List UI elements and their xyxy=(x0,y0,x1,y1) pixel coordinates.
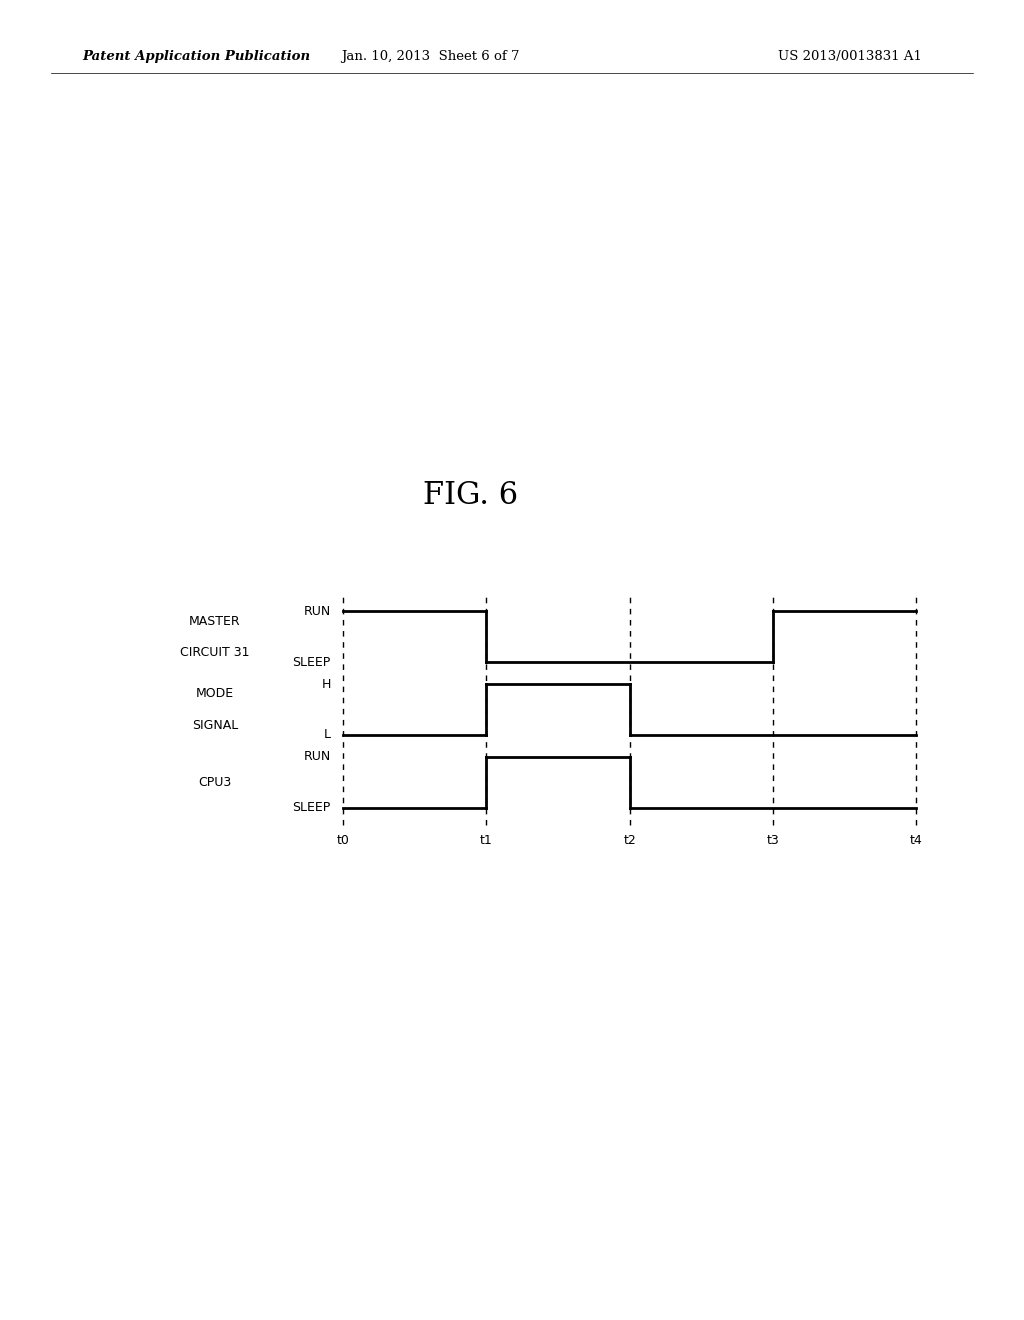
Text: MASTER: MASTER xyxy=(189,615,241,627)
Text: RUN: RUN xyxy=(303,605,331,618)
Text: SLEEP: SLEEP xyxy=(293,656,331,669)
Text: CIRCUIT 31: CIRCUIT 31 xyxy=(180,647,250,659)
Text: FIG. 6: FIG. 6 xyxy=(424,479,518,511)
Text: MODE: MODE xyxy=(196,688,234,700)
Text: t0: t0 xyxy=(337,834,349,847)
Text: US 2013/0013831 A1: US 2013/0013831 A1 xyxy=(778,50,923,63)
Text: t4: t4 xyxy=(910,834,923,847)
Text: Patent Application Publication: Patent Application Publication xyxy=(82,50,310,63)
Text: SIGNAL: SIGNAL xyxy=(191,719,239,731)
Text: RUN: RUN xyxy=(303,750,331,763)
Text: L: L xyxy=(324,729,331,742)
Text: Jan. 10, 2013  Sheet 6 of 7: Jan. 10, 2013 Sheet 6 of 7 xyxy=(341,50,519,63)
Text: SLEEP: SLEEP xyxy=(293,801,331,814)
Text: t1: t1 xyxy=(480,834,493,847)
Text: t2: t2 xyxy=(624,834,636,847)
Text: H: H xyxy=(322,677,331,690)
Text: t3: t3 xyxy=(767,834,779,847)
Text: CPU3: CPU3 xyxy=(199,776,231,788)
